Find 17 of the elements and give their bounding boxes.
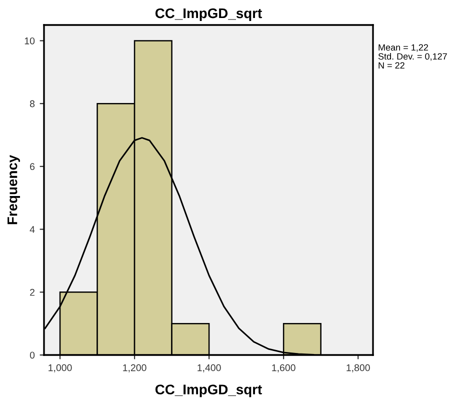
y-tick-label: 6 (30, 163, 35, 170)
y-tick-label: 4 (30, 226, 35, 233)
y-tick-label: 0 (30, 352, 35, 359)
x-tick-label: 1,600 (272, 364, 296, 372)
x-tick-label: 1,000 (48, 364, 72, 372)
x-axis-title: CC_ImpGD_sqrt (155, 384, 262, 398)
chart-title: CC_ImpGD_sqrt (155, 8, 262, 21)
text: N = 22 (378, 62, 404, 69)
y-axis-title: Frequency (8, 154, 20, 224)
x-tick-label: 1,200 (123, 364, 146, 372)
text: Std. Dev. = 0,127 (378, 53, 447, 61)
x-tick-label: 1,800 (346, 364, 370, 372)
text: Mean = 1,22 (378, 44, 428, 52)
y-tick-label: 10 (24, 37, 35, 44)
y-tick-label: 2 (30, 288, 34, 296)
x-tick-label: 1,400 (198, 364, 221, 372)
y-tick-label: 8 (30, 100, 35, 108)
